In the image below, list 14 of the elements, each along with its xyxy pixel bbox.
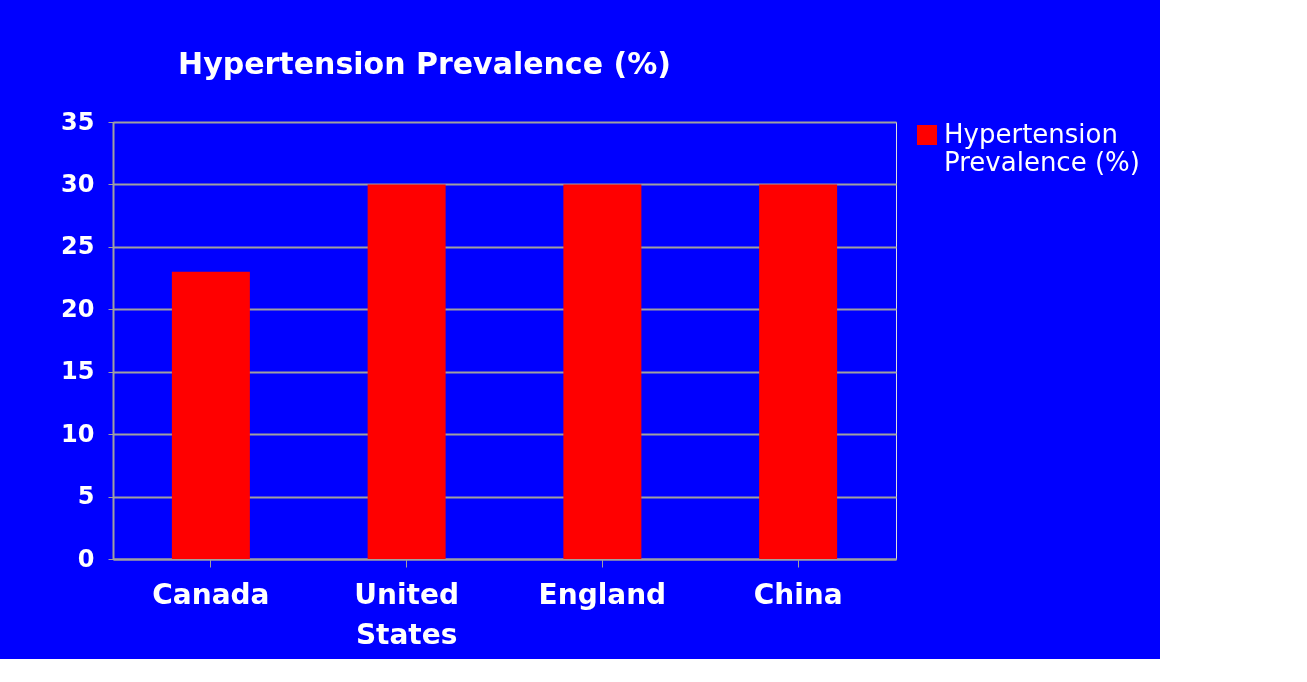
chart-title: Hypertension Prevalence (%): [178, 46, 671, 81]
y-tick-label: 0: [77, 544, 95, 573]
x-tick-label: United States: [354, 577, 459, 651]
x-tick-label: China: [753, 577, 843, 611]
y-tick-label: 10: [61, 419, 95, 448]
x-tick-label: England: [538, 577, 667, 611]
legend-label: Hypertension Prevalence (%): [944, 119, 1140, 177]
y-tick-label: 5: [77, 482, 95, 511]
y-tick-label: 15: [61, 357, 95, 386]
y-tick-label: 25: [61, 232, 95, 261]
x-tick-label: Canada: [152, 577, 270, 611]
y-tick-label: 30: [61, 169, 95, 198]
y-tick-label: 20: [61, 294, 95, 323]
y-tick-label: 35: [61, 107, 95, 136]
